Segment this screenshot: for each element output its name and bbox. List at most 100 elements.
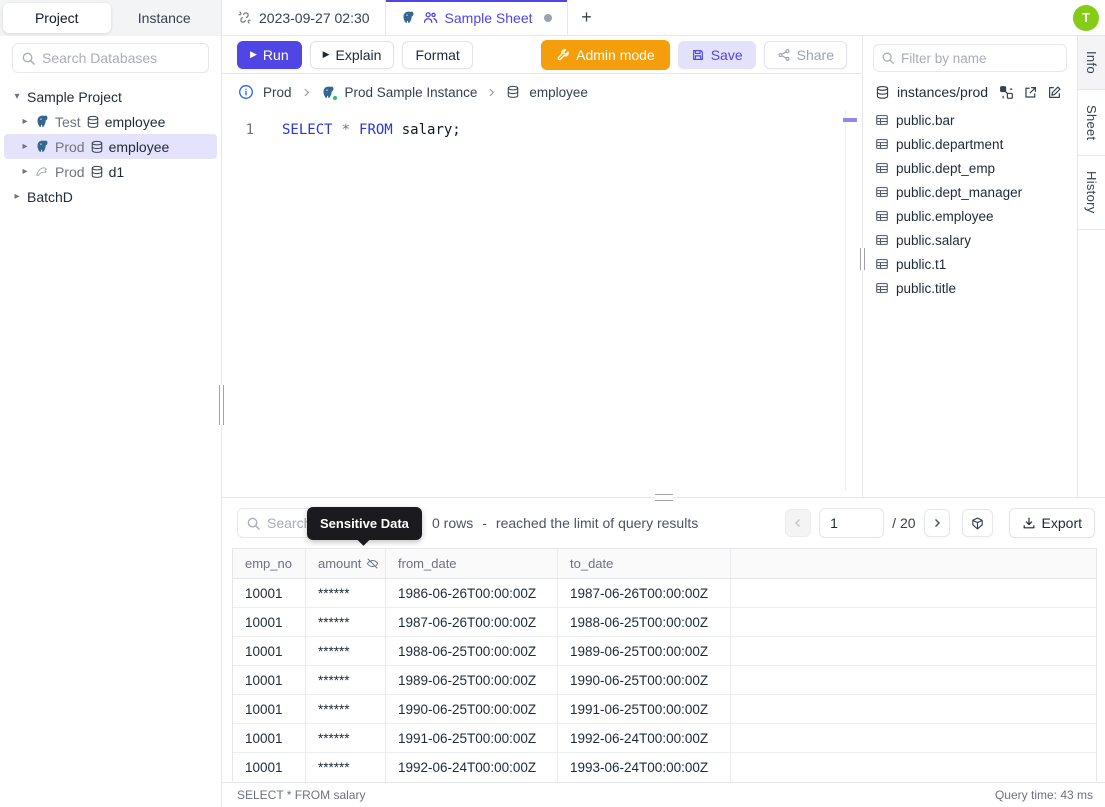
cell-to-date: 1988-06-25T00:00:00Z [558,608,731,636]
cell-emp-no: 10001 [233,666,306,694]
middle-region: ▶ Run ▶ Explain Format Admin mode [222,36,1105,497]
cell-filler [731,753,1096,782]
summary-separator: - [482,515,487,531]
export-button[interactable]: Export [1008,508,1095,538]
database-search-input[interactable] [42,50,200,66]
cell-from-date: 1986-06-26T00:00:00Z [386,579,558,607]
postgres-icon [37,115,48,127]
tab-project[interactable]: Project [3,3,111,33]
table-list-item[interactable]: public.t1 [863,252,1077,276]
unlink-icon [238,11,251,24]
info-icon[interactable] [238,84,254,100]
external-link-icon[interactable] [1023,85,1038,100]
sql-identifier: salary; [401,122,461,138]
cell-emp-no: 10001 [233,637,306,665]
table-row[interactable]: 10001 ****** 1987-06-26T00:00:00Z 1988-0… [233,608,1096,637]
avatar[interactable]: T [1073,4,1099,31]
shared-people-icon [423,12,437,24]
editor-scrollbar-thumb[interactable] [843,118,857,122]
share-icon [778,48,790,61]
table-row[interactable]: 10001 ****** 1989-06-25T00:00:00Z 1990-0… [233,666,1096,695]
new-tab-button[interactable]: + [581,7,592,27]
rail-tab-sheet[interactable]: Sheet [1078,90,1105,157]
panel-resize-handle[interactable] [860,248,865,270]
breadcrumb-instance[interactable]: Prod Sample Instance [344,84,478,100]
table-list-item[interactable]: public.dept_manager [863,180,1077,204]
admin-mode-button[interactable]: Admin mode [541,39,670,70]
breadcrumb-database[interactable]: employee [529,84,588,100]
run-label: Run [262,46,289,63]
sql-editor[interactable]: 1 SELECT * FROM salary; [222,110,862,497]
options-icon [971,517,983,529]
breadcrumb: Prod Prod Sample Instance employee [222,74,862,110]
cell-from-date: 1989-06-25T00:00:00Z [386,666,558,694]
environment-label: Prod [55,163,85,180]
page-number-input[interactable] [819,508,885,538]
cell-emp-no: 10001 [233,579,306,607]
caret-right-icon: ▸ [22,141,28,152]
cell-to-date: 1993-06-24T00:00:00Z [558,753,731,782]
table-list-item[interactable]: public.employee [863,204,1077,228]
share-label: Share [796,46,834,63]
table-row[interactable]: 10001 ****** 1990-06-25T00:00:00Z 1991-0… [233,695,1096,724]
editor-scrollbar-track [845,110,846,491]
table-icon [876,163,888,173]
table-name: public.title [896,280,957,296]
table-list-item[interactable]: public.salary [863,228,1077,252]
column-header[interactable]: amount [306,549,386,578]
results-resize-handle[interactable] [654,494,673,501]
breadcrumb-environment[interactable]: Prod [263,84,292,100]
explain-button[interactable]: ▶ Explain [309,40,395,69]
save-button[interactable]: Save [677,40,756,69]
next-page-button[interactable] [923,509,950,537]
tab-instance[interactable]: Instance [137,10,191,26]
caret-right-icon: ▸ [22,116,28,127]
tree-db-prod-d1[interactable]: ▸ Prod d1 [4,159,217,184]
cell-filler [731,608,1096,636]
sidebar-resize-handle[interactable] [219,385,224,425]
cell-amount-masked: ****** [306,724,386,752]
results-panel: 0 rows - reached the limit of query resu… [222,494,1105,783]
tree-db-test-employee[interactable]: ▸ Test employee [4,109,217,134]
format-button[interactable]: Format [402,40,473,69]
cell-from-date: 1987-06-26T00:00:00Z [386,608,558,636]
result-options-button[interactable] [961,509,993,537]
schema-source-row: instances/prod [863,72,1077,108]
tree-db-prod-employee[interactable]: ▸ Prod employee [4,134,217,159]
schema-diagram-icon[interactable] [999,85,1014,100]
edit-icon[interactable] [1047,85,1062,100]
table-list-item[interactable]: public.dept_emp [863,156,1077,180]
table-list-item[interactable]: public.department [863,132,1077,156]
table-list-item[interactable]: public.title [863,276,1077,300]
cell-amount-masked: ****** [306,695,386,723]
main-area: 2023-09-27 02:30 Sample Sheet + T ▶ Run [222,0,1105,807]
tree-project-batchd[interactable]: ▸ BatchD [4,184,217,209]
right-rail: Info Sheet History [1077,36,1105,497]
column-header-filler [731,549,1096,578]
table-row[interactable]: 10001 ****** 1988-06-25T00:00:00Z 1989-0… [233,637,1096,666]
prev-page-button[interactable] [785,509,812,537]
cell-amount-masked: ****** [306,666,386,694]
tree-project-sample[interactable]: ▾ Sample Project [4,84,217,109]
admin-mode-label: Admin mode [576,46,655,63]
rail-tab-info[interactable]: Info [1078,36,1105,90]
table-row[interactable]: 10001 ****** 1992-06-24T00:00:00Z 1993-0… [233,753,1096,782]
table-filter-input[interactable] [901,50,1059,66]
run-button[interactable]: ▶ Run [237,40,302,69]
rail-tab-history[interactable]: History [1078,156,1105,230]
table-row[interactable]: 10001 ****** 1991-06-25T00:00:00Z 1992-0… [233,724,1096,753]
share-button[interactable]: Share [763,40,847,69]
column-header[interactable]: to_date [558,549,731,578]
schema-panel: instances/prod public.bar public.departm… [860,36,1077,497]
database-search [12,43,209,73]
tab-sample-sheet[interactable]: Sample Sheet [385,0,568,35]
schema-source-label[interactable]: instances/prod [897,84,989,100]
chevron-right-icon [304,88,309,96]
column-header[interactable]: from_date [386,549,558,578]
table-filter [873,44,1067,72]
postgres-icon [37,140,48,152]
column-header[interactable]: emp_no [233,549,306,578]
tab-unsaved-sheet[interactable]: 2023-09-27 02:30 [222,0,386,35]
table-list-item[interactable]: public.bar [863,108,1077,132]
table-row[interactable]: 10001 ****** 1986-06-26T00:00:00Z 1987-0… [233,579,1096,608]
